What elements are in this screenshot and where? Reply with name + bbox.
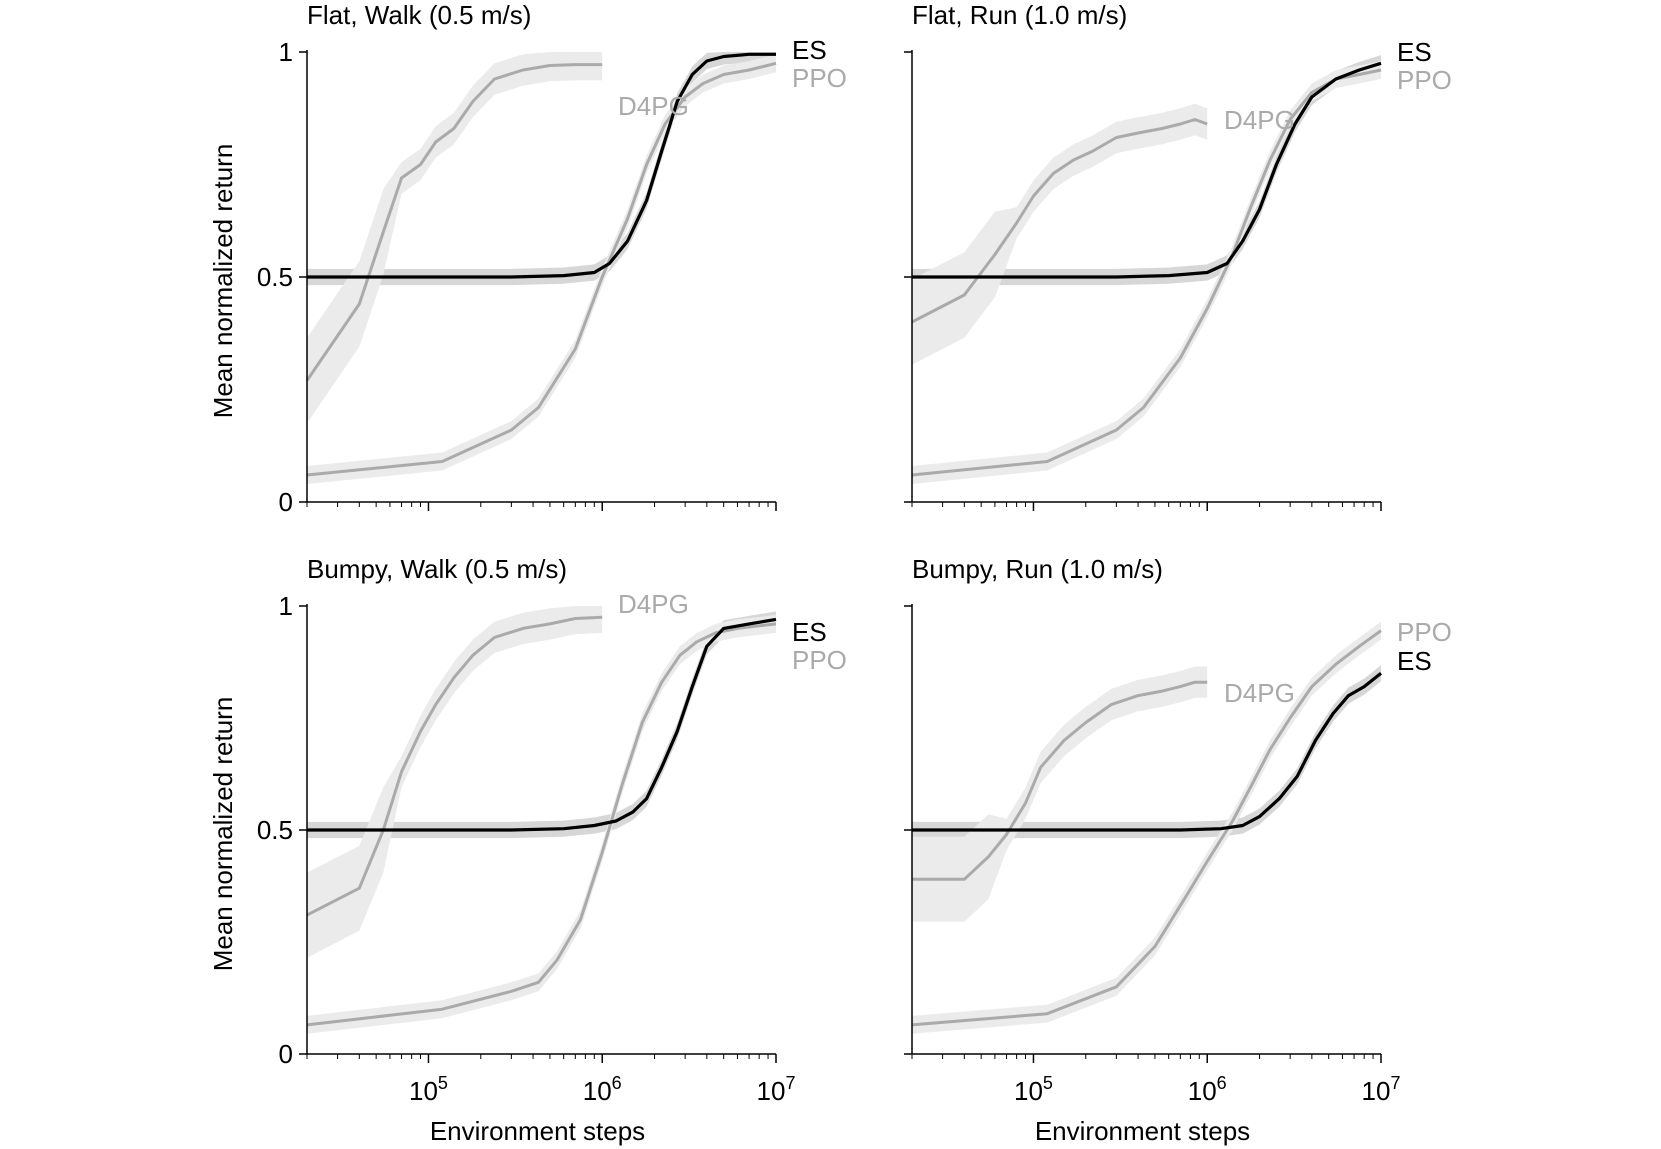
series-line-ppo <box>306 622 777 1027</box>
series-line-d4pg <box>911 118 1208 324</box>
x-tick-label: 105 <box>409 1073 448 1106</box>
series-line-d4pg <box>912 680 1208 881</box>
x-tick-label: 106 <box>1188 1073 1227 1106</box>
band-es <box>307 611 776 839</box>
band-d4pg <box>912 666 1208 922</box>
series-line-es <box>307 617 777 832</box>
y-tick-label: 0.5 <box>257 262 293 292</box>
band-d4pg <box>307 606 603 958</box>
x-tick-label: 107 <box>1362 1073 1401 1106</box>
series-line-es <box>307 52 776 279</box>
x-tick-label: 105 <box>1014 1073 1053 1106</box>
series-label: PPO <box>1397 65 1452 95</box>
series-label: ES <box>1397 646 1432 676</box>
y-axis-label: Mean normalized return <box>208 697 238 972</box>
y-axis-label: Mean normalized return <box>208 144 238 419</box>
y-tick-label: 1 <box>279 591 293 621</box>
x-tick-label: 106 <box>583 1073 622 1106</box>
y-tick-label: 1 <box>279 37 293 67</box>
series-label: D4PG <box>618 91 689 121</box>
series-label: D4PG <box>1224 105 1295 135</box>
panel-title: Flat, Run (1.0 m/s) <box>912 0 1127 30</box>
y-tick-label: 0.5 <box>257 815 293 845</box>
series-label: PPO <box>792 63 847 93</box>
band-d4pg <box>307 52 603 424</box>
series-label: ES <box>792 35 827 65</box>
x-axis-label: Environment steps <box>1035 1116 1250 1146</box>
series-label: PPO <box>1397 617 1452 647</box>
panel-title: Flat, Walk (0.5 m/s) <box>307 0 531 30</box>
series-line-ppo <box>911 629 1382 1027</box>
panel-title: Bumpy, Run (1.0 m/s) <box>912 554 1163 584</box>
y-tick-label: 0 <box>279 1039 293 1069</box>
series-line-es <box>912 61 1382 279</box>
x-tick-label: 107 <box>757 1073 796 1106</box>
series-label: D4PG <box>618 589 689 619</box>
series-line-ppo <box>306 61 777 477</box>
series-label: ES <box>792 617 827 647</box>
band-ppo <box>307 54 776 485</box>
series-label: D4PG <box>1224 678 1295 708</box>
band-d4pg <box>912 103 1208 365</box>
panel-title: Bumpy, Walk (0.5 m/s) <box>307 554 567 584</box>
band-ppo <box>912 621 1381 1034</box>
y-tick-label: 0 <box>279 487 293 517</box>
series-line-es <box>912 671 1382 832</box>
series-line-d4pg <box>305 63 603 382</box>
band-ppo <box>912 61 1381 484</box>
x-axis-label: Environment steps <box>430 1116 645 1146</box>
series-label: ES <box>1397 37 1432 67</box>
series-label: PPO <box>792 645 847 675</box>
